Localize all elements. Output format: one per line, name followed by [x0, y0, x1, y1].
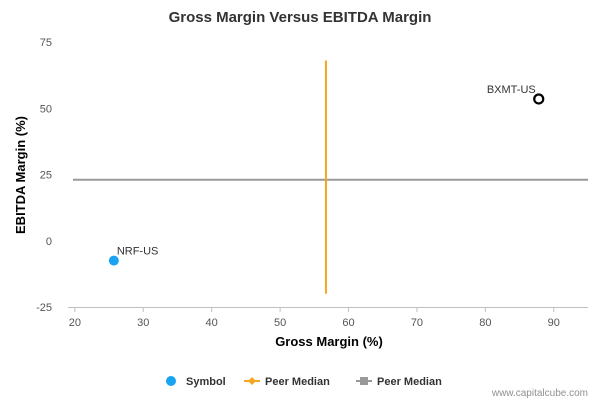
legend-item[interactable]: Peer Median — [356, 376, 442, 388]
x-tick-label: 30 — [137, 317, 149, 329]
y-tick-label: 75 — [40, 37, 52, 49]
credit-text: www.capitalcube.com — [491, 388, 588, 399]
x-tick-label: 20 — [69, 317, 81, 329]
y-axis-ticks: -25 0 25 50 75 — [36, 37, 52, 314]
data-points: NRF-US BXMT-US — [108, 84, 545, 266]
y-tick-label: 0 — [46, 236, 52, 248]
chart-title: Gross Margin Versus EBITDA Margin — [169, 9, 432, 26]
x-tick-label: 50 — [274, 317, 286, 329]
y-axis-title: EBITDA Margin (%) — [13, 116, 28, 234]
legend-diamond-marker — [248, 377, 256, 385]
x-tick-label: 40 — [206, 317, 218, 329]
y-tick-label: 50 — [40, 103, 52, 115]
x-axis-ticks: 20 30 40 50 60 70 80 90 — [69, 307, 560, 329]
point-label: BXMT-US — [487, 84, 536, 96]
legend-label: Symbol — [186, 376, 226, 388]
data-point-bxmt-us[interactable] — [533, 93, 545, 105]
point-label: NRF-US — [117, 246, 159, 258]
y-tick-label: -25 — [36, 302, 52, 314]
y-tick-label: 25 — [40, 170, 52, 182]
peer-median-lines — [73, 60, 588, 294]
x-tick-label: 90 — [548, 317, 560, 329]
x-tick-label: 70 — [411, 317, 423, 329]
legend-item[interactable]: Symbol — [166, 376, 226, 388]
x-tick-label: 80 — [479, 317, 491, 329]
legend: Symbol Peer Median Peer Median — [166, 376, 442, 388]
data-point-nrf-us[interactable] — [108, 255, 119, 266]
legend-item[interactable]: Peer Median — [244, 376, 330, 388]
x-axis-title: Gross Margin (%) — [275, 334, 383, 349]
legend-square-marker — [360, 377, 368, 385]
legend-label: Peer Median — [265, 376, 330, 388]
x-tick-label: 60 — [342, 317, 354, 329]
legend-circle-marker — [166, 376, 176, 386]
legend-label: Peer Median — [377, 376, 442, 388]
